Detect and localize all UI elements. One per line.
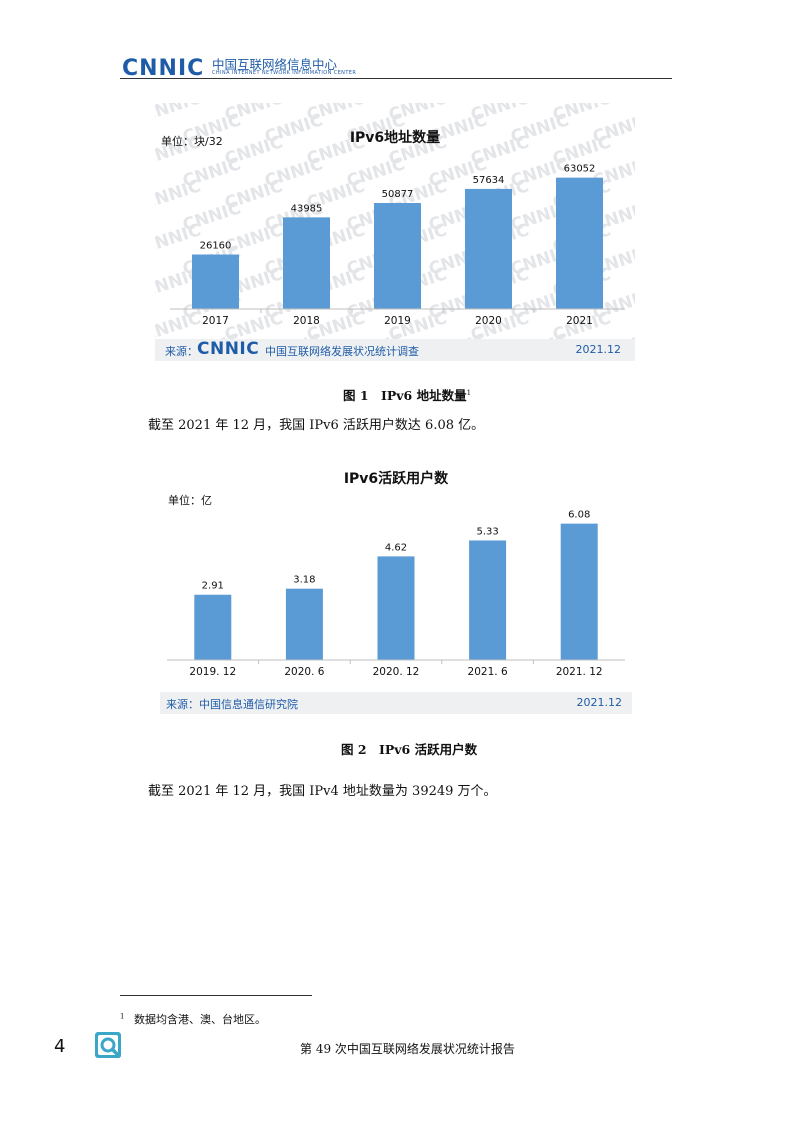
figure1-source-text: 中国互联网络发展状况统计调查 (265, 345, 419, 358)
watermark-text: CNNIC (155, 176, 203, 213)
watermark-text: CNNIC (632, 132, 635, 169)
figure2-source-text: 来源：中国信息通信研究院 (166, 698, 298, 711)
x-tick-label: 2017 (202, 315, 229, 327)
footnote: 1 数据均含港、澳、台地区。 (120, 1011, 266, 1027)
bar (556, 177, 603, 309)
figure2-date: 2021.12 (576, 696, 623, 709)
data-label: 63052 (564, 164, 596, 175)
figure1-date: 2021.12 (575, 343, 622, 356)
x-tick-label: 2019. 12 (189, 666, 236, 678)
footnote-text: 数据均含港、澳、台地区。 (133, 1013, 266, 1026)
data-label: 6.08 (568, 510, 590, 521)
figure1-caption-footnote-ref: 1 (466, 388, 472, 397)
org-name-en: CHINA INTERNET NETWORK INFORMATION CENTE… (212, 70, 357, 76)
data-label: 50877 (382, 189, 414, 200)
figure2-caption: 图 2 IPv6 活跃用户数 (341, 742, 478, 757)
watermark-text: CNNIC (632, 220, 635, 257)
figure1-svg: CNNIC CNNIC CNNIC CNNIC CNNIC CNNIC CNNIC CNNIC… (155, 103, 635, 361)
watermark-text: CNNIC (632, 308, 635, 345)
data-label: 5.33 (476, 526, 498, 537)
cnnic-logo: CNNIC (122, 56, 205, 81)
figure1-source-logo: CNNIC (197, 339, 260, 359)
figure1-source-bar: 来源： CNNIC 中国互联网络发展状况统计调查 2021.12 (155, 339, 635, 361)
figure2-chart: 2.91 3.18 4.62 5.33 6.08 2019. 12 2020. 6 2020… (160, 462, 632, 718)
data-label: 4.62 (385, 542, 407, 553)
paragraph-ipv6-users: 截至 2021 年 12 月，我国 IPv6 活跃用户数达 6.08 亿。 (148, 418, 485, 433)
footnote-mark: 1 (120, 1012, 125, 1021)
data-label: 57634 (473, 175, 505, 186)
x-tick-label: 2021 (566, 315, 593, 327)
figure1-caption: 图 1 IPv6 地址数量1 (343, 385, 471, 404)
magnifier-report-icon (94, 1030, 126, 1060)
watermark-text: CNNIC (632, 176, 635, 213)
figure2-source-bar: 来源：中国信息通信研究院 2021.12 (160, 692, 632, 714)
bar (377, 556, 415, 660)
x-tick-label: 2020. 12 (373, 666, 420, 678)
paragraph-ipv4-addresses: 截至 2021 年 12 月，我国 IPv4 地址数量为 39249 万个。 (148, 784, 497, 799)
bar (465, 188, 512, 309)
data-label: 2.91 (202, 581, 224, 592)
page-number: 4 (54, 1036, 66, 1057)
x-tick-label: 2020 (475, 315, 502, 327)
watermark-text: CNNIC (155, 220, 203, 257)
x-tick-label: 2021. 12 (556, 666, 603, 678)
figure2-unit-label: 单位：亿 (168, 494, 212, 507)
bar (469, 540, 507, 660)
watermark-text: CNNIC (632, 264, 635, 301)
figure2-svg: 2.91 3.18 4.62 5.33 6.08 2019. 12 2020. 6 2020… (167, 510, 625, 678)
x-tick-label: 2021. 6 (468, 666, 508, 678)
bar (283, 217, 330, 309)
org-name-cn: 中国互联网络信息中心 (212, 57, 338, 72)
figure1-source-label: 来源： (165, 345, 198, 358)
figure1-chart: CNNIC CNNIC CNNIC CNNIC CNNIC CNNIC CNNIC CNNIC… (155, 103, 635, 361)
x-tick-label: 2019 (384, 315, 411, 327)
figure1-title: IPv6地址数量 (349, 130, 441, 146)
footnote-divider (120, 995, 312, 996)
bar (374, 203, 421, 309)
figure1-caption-text: 图 1 IPv6 地址数量 (343, 388, 467, 403)
bar (192, 254, 239, 309)
x-tick-label: 2018 (293, 315, 320, 327)
bar (285, 588, 323, 660)
data-label: 3.18 (293, 575, 315, 586)
bar (194, 594, 232, 660)
bar (560, 523, 598, 660)
watermark-text: CNNIC (155, 103, 203, 126)
x-tick-label: 2020. 6 (284, 666, 324, 678)
header-divider (120, 78, 672, 79)
report-title: 第 49 次中国互联网络发展状况统计报告 (300, 1042, 515, 1056)
data-label: 43985 (291, 203, 323, 214)
figure1-unit-label: 单位：块/32 (161, 135, 223, 148)
data-label: 26160 (200, 241, 232, 252)
figure2-title: IPv6活跃用户数 (343, 471, 449, 487)
